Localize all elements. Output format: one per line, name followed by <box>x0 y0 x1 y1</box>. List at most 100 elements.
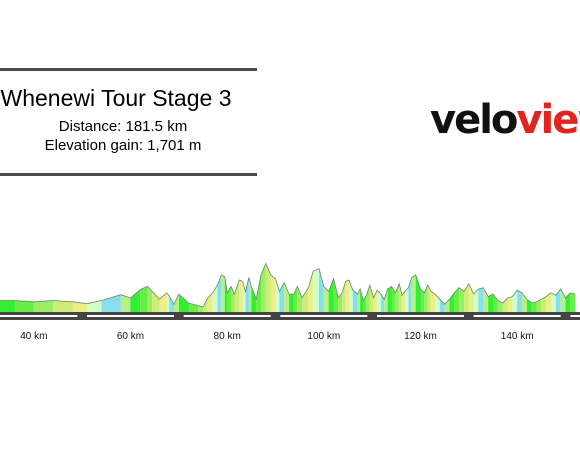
profile-segment <box>488 294 493 312</box>
profile-segment <box>212 285 218 312</box>
logo-part-viewer: viewer <box>516 97 580 143</box>
profile-segment <box>546 292 551 312</box>
profile-segment <box>454 287 460 312</box>
x-tick-label: 40 km <box>20 331 47 342</box>
profile-segment <box>53 300 73 312</box>
profile-segment <box>387 286 392 312</box>
profile-segment <box>512 290 518 312</box>
stage-info-box: Whenewi Tour Stage 3 Distance: 181.5 km … <box>0 68 257 176</box>
profile-segment <box>239 280 243 312</box>
profile-segment <box>130 289 141 312</box>
profile-segment <box>522 292 527 312</box>
profile-segment <box>319 268 324 312</box>
profile-segment <box>531 301 537 312</box>
profile-segment <box>270 274 276 312</box>
profile-segment <box>345 280 349 312</box>
veloviewer-logo: veloviewer <box>430 95 580 145</box>
x-tick-label: 80 km <box>214 331 241 342</box>
profile-segment <box>517 290 522 312</box>
profile-segment <box>227 286 232 312</box>
profile-segment <box>435 294 440 312</box>
profile-segment <box>140 286 148 312</box>
profile-segment <box>275 278 280 312</box>
profile-segment <box>502 297 508 312</box>
profile-segment <box>120 294 131 312</box>
profile-segment <box>360 288 364 312</box>
profile-segment <box>256 274 261 312</box>
profile-segment <box>402 291 406 312</box>
profile-segment <box>369 285 374 312</box>
profile-segment <box>555 288 561 312</box>
profile-segment <box>174 294 179 312</box>
profile-segment <box>245 277 249 312</box>
profile-segment <box>221 274 225 312</box>
profile-segment <box>399 283 403 312</box>
elevation-profile-chart: 40 km 60 km 80 km 100 km 120 km 140 km <box>0 262 580 342</box>
profile-segment <box>261 263 266 312</box>
stage-title: Whenewi Tour Stage 3 <box>0 85 232 111</box>
profile-segment <box>342 281 346 312</box>
profile-segment <box>333 278 339 312</box>
profile-segment <box>323 286 329 312</box>
profile-segment <box>493 294 498 312</box>
x-tick-label: 100 km <box>307 331 340 342</box>
profile-segments <box>0 263 576 312</box>
x-axis-ticks: 40 km 60 km 80 km 100 km 120 km 140 km <box>20 331 533 342</box>
profile-segment <box>313 268 319 312</box>
profile-segment <box>352 290 358 312</box>
profile-segment <box>377 290 381 312</box>
profile-segment <box>405 287 409 312</box>
profile-segment <box>570 292 576 312</box>
profile-segment <box>338 292 343 312</box>
profile-segment <box>217 274 222 312</box>
stage-elevation-gain: Elevation gain: 1,701 m <box>44 137 202 154</box>
profile-segment <box>464 283 469 312</box>
profile-segment <box>284 282 290 312</box>
profile-segment <box>373 290 377 312</box>
profile-segment <box>468 283 474 312</box>
profile-segment <box>147 286 153 312</box>
x-tick-label: 140 km <box>501 331 534 342</box>
title-bottom-rule <box>0 173 257 176</box>
profile-segment <box>483 287 489 312</box>
profile-segment <box>198 305 203 312</box>
x-tick-label: 60 km <box>117 331 144 342</box>
profile-segment <box>72 301 87 312</box>
profile-segment <box>565 292 571 312</box>
profile-segment <box>427 285 432 312</box>
profile-segment <box>560 288 566 312</box>
profile-segment <box>234 280 240 312</box>
profile-segment <box>207 292 213 312</box>
profile-segment <box>507 296 513 312</box>
profile-segment <box>384 288 388 312</box>
profile-outline <box>0 262 576 308</box>
profile-segment <box>420 288 425 312</box>
logo-part-velo: velo <box>430 97 518 143</box>
profile-segment <box>308 271 314 312</box>
title-top-rule <box>0 68 257 71</box>
profile-segment <box>357 288 361 312</box>
profile-segment <box>224 276 228 312</box>
profile-segment <box>473 288 479 312</box>
profile-segment <box>328 278 334 312</box>
profile-segment <box>497 300 503 312</box>
profile-segment <box>415 274 421 312</box>
profile-segment <box>366 285 370 312</box>
profile-segment <box>166 292 170 312</box>
profile-segment <box>459 287 464 312</box>
profile-segment <box>536 299 542 312</box>
profile-segment <box>0 300 15 312</box>
profile-segment <box>169 296 174 312</box>
profile-segment <box>159 292 167 312</box>
profile-segment <box>203 297 208 312</box>
profile-segment <box>411 274 416 312</box>
profile-segment <box>551 292 556 312</box>
profile-segment <box>439 299 445 312</box>
profile-segment <box>431 291 435 312</box>
profile-segment <box>478 287 484 312</box>
profile-segment <box>541 296 547 312</box>
profile-segment <box>152 291 160 312</box>
profile-segment <box>297 286 303 312</box>
profile-segment <box>265 263 271 312</box>
profile-segment <box>178 294 189 312</box>
